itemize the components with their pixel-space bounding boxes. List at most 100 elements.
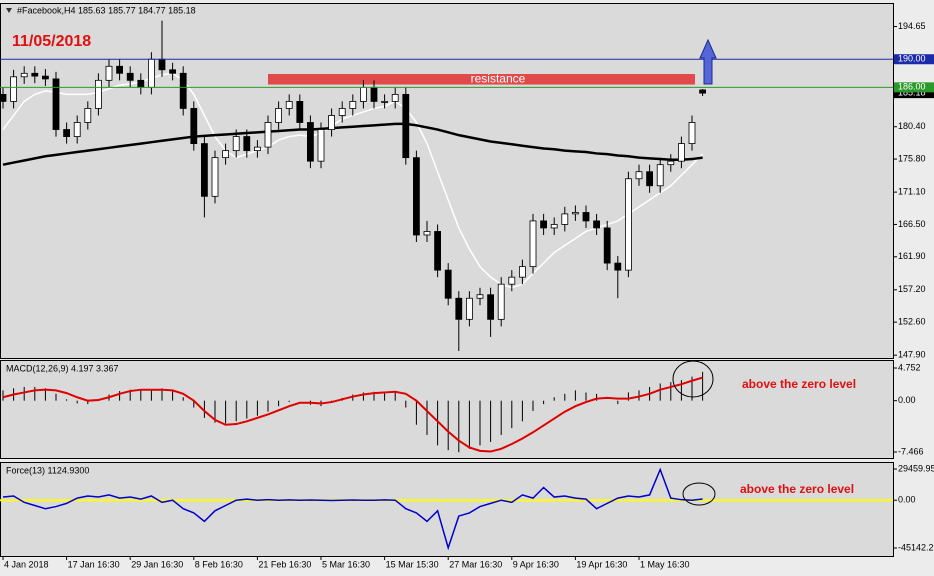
candle-body [232, 136, 240, 152]
candle-body [0, 93, 7, 102]
macd-annotation: above the zero level [742, 377, 856, 391]
candle-body [84, 108, 92, 123]
candle-body [137, 79, 145, 88]
candle-body [63, 129, 70, 137]
candle-body [200, 143, 208, 197]
moving-average [2, 122, 703, 166]
candle-body [391, 93, 399, 102]
candle-body [614, 262, 622, 271]
candle-body [147, 58, 155, 88]
candle-body [529, 220, 537, 268]
x-tick-label: 5 Mar 16:30 [322, 559, 370, 569]
x-tick-label: 9 Apr 16:30 [513, 559, 559, 569]
signal-line [2, 376, 703, 453]
resistance-zone [268, 74, 695, 85]
y-tick-label: 147.90 [898, 350, 926, 360]
candle-body [688, 122, 696, 144]
candle-body [434, 231, 442, 271]
y-tick-label: 0.00 [898, 495, 916, 505]
candle-body [73, 122, 81, 137]
header-icon [6, 8, 12, 13]
candle-body [264, 122, 272, 148]
candle-body [476, 294, 484, 299]
candle-body [423, 231, 431, 236]
x-tick-label: 17 Jan 16:30 [68, 559, 120, 569]
candle-body [105, 65, 113, 81]
x-tick-label: 29 Jan 16:30 [131, 559, 183, 569]
y-tick-label: 152.60 [898, 317, 926, 327]
y-tick-label: 175.80 [898, 153, 926, 163]
level-box [894, 82, 934, 93]
panel [0, 462, 894, 557]
candle-body [370, 86, 378, 102]
y-tick-label: -45142.21 [898, 542, 934, 552]
candle-body [646, 171, 653, 187]
y-tick-label: 4.752 [898, 362, 921, 372]
force-line [2, 467, 703, 551]
candle-body [126, 72, 134, 81]
panel-title: MACD(12,26,9) 4.197 3.367 [6, 363, 119, 373]
candle-body [667, 160, 675, 166]
candle-body [519, 266, 526, 278]
y-tick-label: -7.466 [898, 446, 924, 456]
y-tick-label: 180.40 [898, 121, 926, 131]
candle-body [497, 283, 505, 320]
candle-body [487, 294, 495, 320]
candle-body [296, 101, 304, 123]
level-box [894, 54, 934, 65]
candle-body [678, 143, 685, 162]
candle-body [222, 150, 230, 159]
candle-body [561, 213, 569, 225]
candle-body [10, 76, 18, 102]
force-annotation: above the zero level [740, 482, 854, 496]
candle-body [211, 157, 219, 197]
y-tick-label: 171.10 [898, 186, 926, 196]
panel-title: Force(13) 1124.9300 [6, 465, 89, 475]
y-tick-label: 29459.95 [898, 463, 934, 473]
candle-body [593, 220, 600, 229]
x-tick-label: 8 Feb 16:30 [195, 559, 243, 569]
candle-body [306, 122, 314, 162]
candle-body [625, 178, 632, 271]
x-tick-label: 21 Feb 16:30 [258, 559, 311, 569]
candle-body [317, 129, 325, 162]
candle-body [508, 276, 516, 285]
candle-body [253, 146, 261, 152]
candle-body [412, 157, 420, 236]
candle-body [572, 212, 579, 215]
macd-highlight [672, 360, 714, 398]
candle-body [179, 72, 187, 109]
x-tick-label: 19 Apr 16:30 [576, 559, 627, 569]
candle-body [402, 93, 410, 159]
candle-body [158, 58, 166, 71]
plot-layer: 194.65190.00185.40180.40175.80171.10166.… [0, 3, 934, 569]
candle-body [338, 108, 346, 116]
candle-body [699, 89, 706, 94]
candle-body [540, 220, 547, 229]
resistance-label: resistance [471, 71, 526, 85]
candle-body [190, 108, 198, 144]
last-price-label: 185.18 [898, 87, 926, 97]
candle-body [455, 297, 463, 320]
level-label: 186.00 [898, 82, 926, 92]
force-highlight [682, 482, 716, 506]
candle-body [243, 136, 251, 152]
y-tick-label: 157.20 [898, 284, 926, 294]
candle-body [359, 86, 367, 102]
x-tick-label: 27 Mar 16:30 [449, 559, 502, 569]
up-arrow [699, 38, 717, 85]
x-tick-label: 15 Mar 15:30 [386, 559, 439, 569]
y-tick-label: 194.65 [898, 21, 926, 31]
y-tick-label: 166.50 [898, 219, 926, 229]
header: #Facebook,H4 185.63 185.77 184.77 185.18 [17, 5, 196, 15]
candle-body [550, 224, 558, 229]
x-tick-label: 1 May 16:30 [640, 559, 690, 569]
candle-body [285, 101, 293, 109]
candle-body [582, 212, 590, 222]
candle-body [169, 69, 177, 74]
candle-body [603, 227, 611, 264]
candle-body [444, 269, 452, 299]
y-tick-label: 0.00 [898, 395, 916, 405]
